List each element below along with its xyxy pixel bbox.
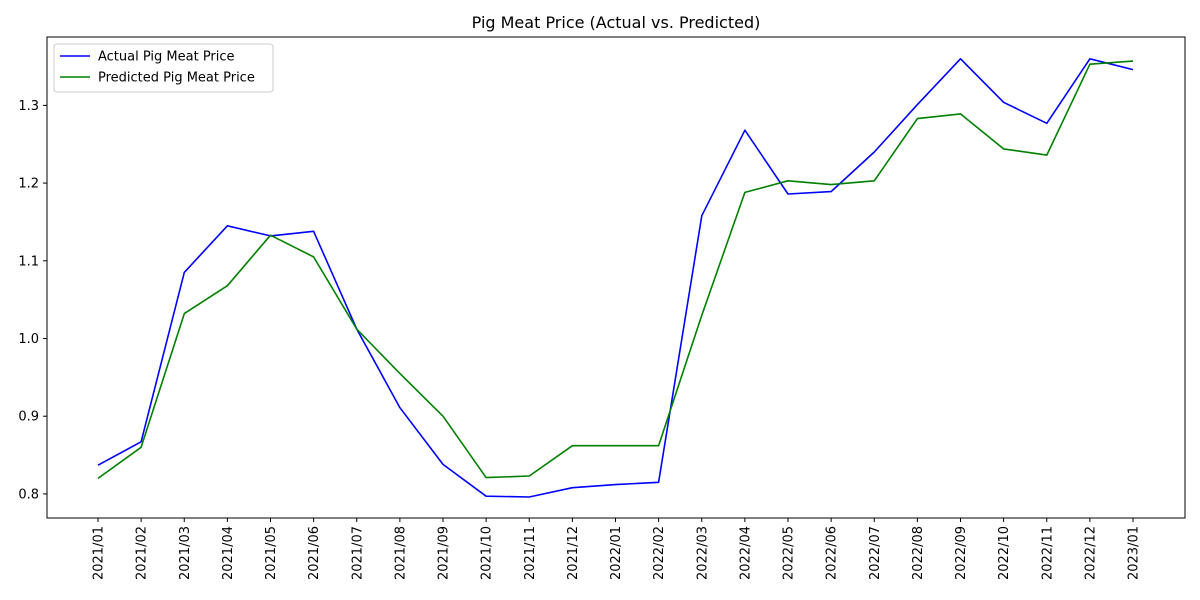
plot-area <box>97 57 1134 498</box>
x-tick-label: 2021/05 <box>264 526 279 580</box>
legend-label-1: Actual Pig Meat Price <box>98 50 235 65</box>
x-tick-label: 2021/01 <box>92 526 107 580</box>
x-tick-label: 2022/05 <box>782 526 797 580</box>
x-tick-label: 2022/11 <box>1040 526 1055 580</box>
x-tick-label: 2023/01 <box>1127 526 1142 580</box>
x-tick-label: 2022/07 <box>868 526 883 580</box>
legend-label-2: Predicted Pig Meat Price <box>98 71 255 86</box>
y-tick-label: 0.8 <box>18 487 39 502</box>
x-tick-label: 2021/06 <box>307 526 322 580</box>
x-tick-label: 2022/12 <box>1083 526 1098 580</box>
x-tick-label: 2022/02 <box>652 526 667 580</box>
x-tick-label: 2021/03 <box>178 526 193 580</box>
x-tick-label: 2021/08 <box>393 526 408 580</box>
x-tick-label: 2021/12 <box>566 526 581 580</box>
x-tick-label: 2021/04 <box>221 526 236 580</box>
x-tick-label: 2022/08 <box>911 526 926 580</box>
y-tick-label: 1.1 <box>18 254 39 269</box>
x-tick-label: 2022/03 <box>695 526 710 580</box>
x-tick-label: 2021/10 <box>480 526 495 580</box>
legend: Actual Pig Meat Price Predicted Pig Meat … <box>53 43 274 93</box>
x-tick-label: 2022/06 <box>825 526 840 580</box>
x-tick-label: 2022/10 <box>997 526 1012 580</box>
x-tick-label: 2022/01 <box>609 526 624 580</box>
x-tick-label: 2021/09 <box>437 526 452 580</box>
legend-box <box>53 43 274 93</box>
y-tick-label: 1.2 <box>18 177 39 192</box>
x-tick-label: 2021/11 <box>523 526 538 580</box>
series-line-2 <box>97 60 1134 480</box>
x-tick-label: 2021/02 <box>135 526 150 580</box>
y-tick-label: 1.3 <box>18 99 39 114</box>
chart-title: Pig Meat Price (Actual vs. Predicted) <box>472 13 761 32</box>
axes: 2021/01 2021/02 2021/03 2021/04 2021/05 2021/… <box>18 36 1186 580</box>
x-tick-label: 2022/04 <box>738 526 753 580</box>
y-tick-label: 0.9 <box>18 410 39 425</box>
y-tick-label: 1.0 <box>18 332 39 347</box>
x-tick-label: 2022/09 <box>954 526 969 580</box>
x-tick-label: 2021/07 <box>350 526 365 580</box>
